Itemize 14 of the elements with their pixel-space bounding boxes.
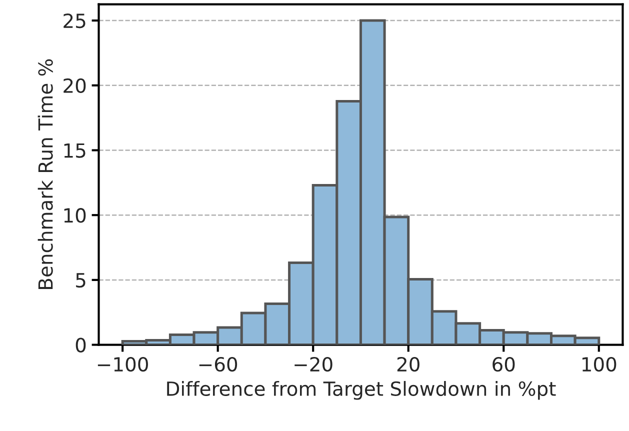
y-tick-label: 15 [64, 143, 86, 158]
x-axis-title: Difference from Target Slowdown in %pt [167, 380, 556, 400]
x-tick-label: 60 [492, 356, 515, 372]
x-tick-label: 100 [582, 356, 616, 372]
x-tick-label: −20 [294, 356, 332, 372]
y-tick-label: 5 [76, 273, 86, 288]
x-tick-label: −60 [199, 356, 238, 372]
y-tick-label: 20 [64, 78, 86, 94]
y-tick-label: 10 [64, 208, 86, 223]
y-tick-label: 25 [64, 13, 86, 28]
y-tick-label: 0 [76, 338, 86, 352]
y-axis-title: Benchmark Run Time % [38, 59, 53, 289]
x-tick-label: −100 [98, 356, 148, 372]
x-tick-label: 20 [397, 356, 420, 372]
